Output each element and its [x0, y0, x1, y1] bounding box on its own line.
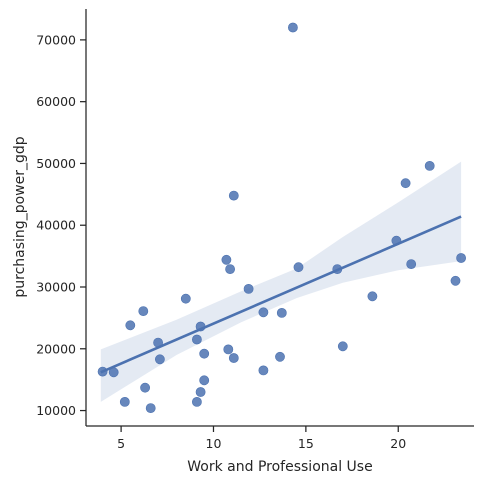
data-point-24 [258, 365, 269, 376]
data-point-35 [424, 160, 435, 171]
axes-layer [85, 9, 474, 427]
data-point-36 [450, 275, 461, 286]
y-tick-label-20000: 20000 [36, 341, 76, 356]
data-point-33 [400, 178, 411, 189]
y-tick-label-30000: 30000 [36, 280, 76, 295]
data-point-37 [456, 253, 466, 263]
confidence-band-layer [100, 161, 462, 402]
x-tick-label-15: 15 [298, 436, 314, 451]
data-point-23 [258, 307, 269, 318]
x-tick-label-10: 10 [206, 436, 222, 451]
y-tick-label-70000: 70000 [36, 32, 76, 47]
data-point-10 [180, 293, 191, 304]
confidence-band [100, 161, 462, 402]
y-tick-label-50000: 50000 [36, 156, 76, 171]
data-point-4 [125, 320, 136, 331]
x-tick-label-5: 5 [117, 436, 125, 451]
y-tick-label-40000: 40000 [36, 218, 76, 233]
data-point-7 [145, 403, 156, 413]
data-point-27 [287, 22, 298, 33]
data-points-layer [97, 22, 466, 413]
data-point-5 [138, 306, 149, 316]
data-point-20 [228, 190, 239, 201]
data-point-19 [225, 264, 235, 274]
data-point-9 [154, 354, 165, 365]
regression-line [100, 215, 462, 374]
data-point-26 [276, 307, 287, 318]
data-point-30 [337, 341, 348, 352]
data-point-11 [191, 334, 202, 345]
data-point-3 [119, 396, 130, 407]
data-point-13 [195, 387, 206, 397]
y-tick-label-60000: 60000 [36, 94, 76, 109]
x-ticks-layer: 5 10 15 20 [117, 426, 406, 451]
y-tick-label-10000: 10000 [36, 403, 76, 418]
data-point-21 [228, 353, 239, 363]
x-axis-label: Work and Professional Use [187, 459, 372, 475]
data-point-17 [221, 254, 232, 265]
data-point-25 [275, 351, 285, 362]
data-point-18 [223, 344, 234, 355]
data-point-15 [199, 348, 210, 359]
data-point-28 [293, 262, 304, 273]
data-point-22 [243, 283, 254, 294]
x-tick-label-20: 20 [390, 436, 406, 451]
y-axis-label: purchasing_power_gdp [12, 136, 28, 297]
regression-layer [100, 215, 462, 374]
data-point-34 [406, 259, 417, 269]
data-point-31 [367, 291, 378, 302]
data-point-16 [199, 375, 210, 386]
data-point-6 [140, 382, 150, 393]
data-point-12 [191, 396, 202, 407]
y-ticks-layer: 10000 20000 30000 40000 50000 60000 70000 [36, 32, 86, 418]
